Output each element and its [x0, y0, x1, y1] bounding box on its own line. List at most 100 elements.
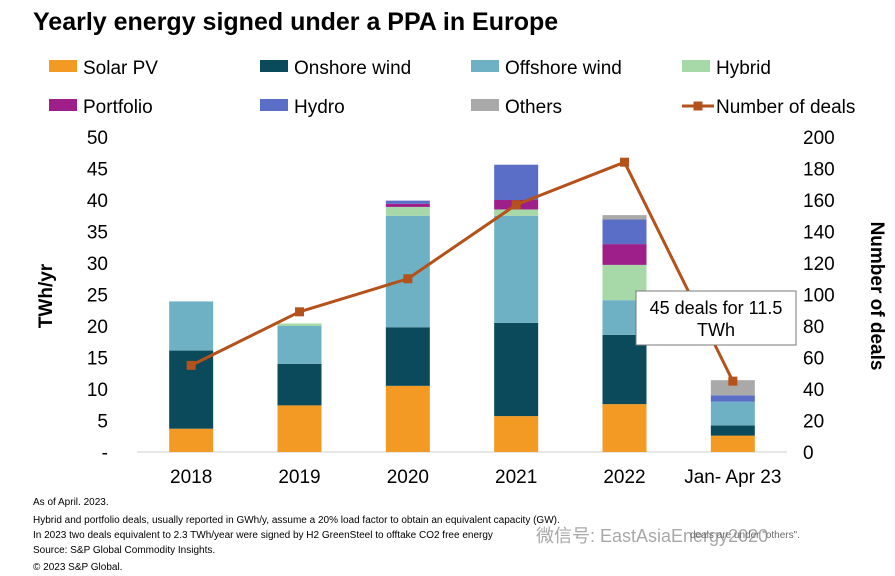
left-tick-5: 25: [87, 286, 108, 307]
legend-item-hybrid: Hybrid: [682, 58, 771, 79]
bars-group: [169, 164, 755, 452]
footnote-3: In 2023 two deals equivalent to 2.3 TWh/…: [33, 530, 493, 541]
right-tick-1: 20: [803, 412, 824, 433]
bar-portfolio-4: [602, 244, 647, 265]
bar-onshore-wind-3: [494, 322, 539, 417]
legend-swatch: [260, 99, 288, 111]
right-tick-9: 180: [803, 160, 835, 181]
bar-solar-pv-0: [169, 428, 214, 452]
deals-marker-5: [728, 376, 738, 386]
legend-item-solar-pv: Solar PV: [49, 58, 158, 79]
right-axis-title: Number of deals: [866, 222, 887, 371]
right-tick-10: 200: [803, 128, 835, 149]
bar-offshore-wind-3: [494, 215, 539, 323]
legend-item-others: Others: [471, 97, 562, 118]
left-tick-3: 15: [87, 349, 108, 370]
footnote-4: Source: S&P Global Commodity Insights.: [33, 545, 215, 556]
right-tick-4: 80: [803, 317, 824, 338]
legend-swatch: [49, 99, 77, 111]
left-tick-6: 30: [87, 254, 108, 275]
bar-offshore-wind-5: [710, 401, 755, 426]
bar-hybrid-2: [385, 206, 430, 216]
bar-solar-pv-5: [710, 435, 755, 452]
chart-title: Yearly energy signed under a PPA in Euro…: [33, 8, 558, 36]
legend-item-hydro: Hydro: [260, 97, 345, 118]
legend-swatch: [471, 99, 499, 111]
deals-annotation-callout: 45 deals for 11.5 TWh: [635, 290, 797, 346]
legend-label: Hybrid: [716, 58, 771, 79]
deals-marker-4: [620, 157, 629, 167]
right-tick-5: 100: [803, 286, 835, 307]
x-tick-5: Jan- Apr 23: [684, 467, 781, 488]
legend-item-offshore-wind: Offshore wind: [471, 58, 622, 79]
x-tick-4: 2022: [603, 467, 645, 488]
bar-hydro-3: [494, 164, 539, 200]
left-axis-ticks: - 5 10 15 20 25 30 35 40 45 50: [87, 128, 108, 464]
bar-hydro-4: [602, 219, 647, 245]
deals-marker-0: [186, 360, 196, 370]
bar-others-4: [602, 215, 647, 220]
bar-portfolio-2: [385, 203, 430, 207]
deals-marker-3: [511, 200, 521, 210]
deals-marker-1: [295, 307, 304, 317]
deals-line-group: [186, 157, 738, 386]
right-tick-3: 60: [803, 349, 824, 370]
watermark: 微信号: EastAsiaEnergy2020: [536, 526, 768, 546]
footnote-5: © 2023 S&P Global.: [33, 562, 122, 573]
annotation-line-1: 45 deals for 11.5: [650, 298, 783, 318]
left-axis-title: TWh/yr: [36, 263, 57, 328]
left-tick-1: 5: [97, 412, 108, 433]
footnotes: As of April. 2023. Hybrid and portfolio …: [33, 497, 560, 573]
right-axis-ticks: 0 20 40 60 80 100 120 140 160 180 200: [803, 128, 835, 464]
legend-swatch: [682, 60, 710, 72]
annotation-line-2: TWh: [697, 320, 735, 340]
legend-swatch: [471, 60, 499, 72]
x-tick-3: 2021: [495, 467, 537, 488]
legend-swatch: [260, 60, 288, 72]
bar-onshore-wind-4: [602, 334, 647, 405]
right-tick-0: 0: [803, 443, 814, 464]
left-tick-10: 50: [87, 128, 108, 149]
bar-offshore-wind-1: [277, 326, 322, 364]
x-tick-0: 2018: [170, 467, 212, 488]
bar-solar-pv-2: [385, 385, 430, 452]
x-tick-2: 2020: [387, 467, 429, 488]
overlay-fragment: deals are under "others".: [690, 530, 800, 541]
right-tick-7: 140: [803, 223, 835, 244]
left-tick-8: 40: [87, 191, 108, 212]
bar-onshore-wind-2: [385, 327, 430, 386]
right-tick-6: 120: [803, 254, 835, 275]
x-tick-1: 2019: [278, 467, 320, 488]
right-tick-2: 40: [803, 380, 824, 401]
bar-hybrid-3: [494, 209, 539, 216]
bar-offshore-wind-2: [385, 215, 430, 328]
left-tick-7: 35: [87, 223, 108, 244]
bar-hybrid-1: [277, 323, 322, 326]
bar-solar-pv-1: [277, 405, 322, 452]
legend-swatch: [49, 60, 77, 72]
bar-offshore-wind-0: [169, 301, 214, 351]
bar-onshore-wind-1: [277, 363, 322, 406]
legend-label: Offshore wind: [505, 58, 622, 79]
legend-label: Others: [505, 97, 562, 118]
legend-item-portfolio: Portfolio: [49, 97, 153, 118]
chart-legend: Solar PV Onshore wind Offshore wind Hybrid P…: [49, 58, 855, 118]
left-tick-9: 45: [87, 160, 108, 181]
legend-label: Onshore wind: [294, 58, 411, 79]
left-tick-4: 20: [87, 317, 108, 338]
bar-onshore-wind-5: [710, 425, 755, 436]
legend-label: Portfolio: [83, 97, 153, 118]
deals-marker-2: [403, 274, 413, 284]
bar-others-5: [710, 380, 755, 396]
x-axis-ticks: 2018 2019 2020 2021 2022 Jan- Apr 23: [170, 467, 781, 488]
footnote-1: As of April. 2023.: [33, 497, 109, 508]
bar-solar-pv-4: [602, 404, 647, 452]
footnote-2: Hybrid and portfolio deals, usually repo…: [33, 515, 560, 526]
annotation-box: [635, 290, 797, 346]
legend-item-onshore-wind: Onshore wind: [260, 58, 411, 79]
legend-label: Hydro: [294, 97, 345, 118]
bar-hydro-2: [385, 200, 430, 204]
legend-marker: [693, 101, 703, 111]
legend-label: Solar PV: [83, 58, 158, 79]
deals-line: [190, 160, 735, 382]
